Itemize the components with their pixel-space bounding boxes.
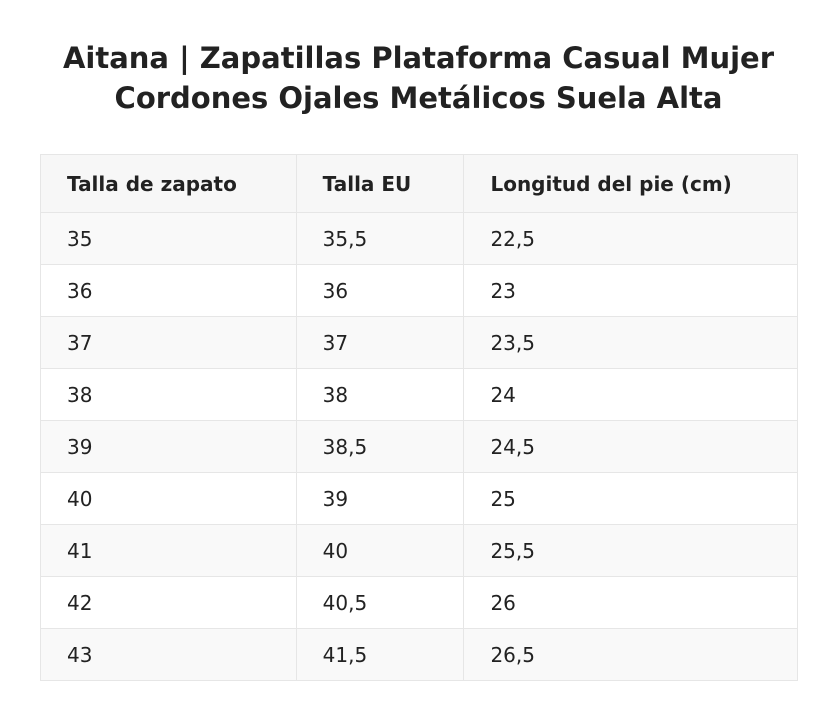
cell-eu-size: 35,5: [295, 212, 465, 265]
table-row: 43 41,5 26,5: [40, 628, 798, 681]
cell-shoe-size: 39: [40, 420, 297, 473]
cell-eu-size: 38,5: [295, 420, 465, 473]
cell-shoe-size: 38: [40, 368, 297, 421]
table-row: 42 40,5 26: [40, 576, 798, 629]
page-title: Aitana | Zapatillas Plataforma Casual Mu…: [0, 38, 837, 118]
cell-shoe-size: 37: [40, 316, 297, 369]
table-row: 40 39 25: [40, 472, 798, 525]
cell-foot-length: 24: [463, 368, 798, 421]
header-eu-size: Talla EU: [295, 154, 465, 213]
cell-eu-size: 36: [295, 264, 465, 317]
cell-foot-length: 23: [463, 264, 798, 317]
header-foot-length: Longitud del pie (cm): [463, 154, 798, 213]
header-shoe-size: Talla de zapato: [40, 154, 297, 213]
cell-foot-length: 25: [463, 472, 798, 525]
cell-eu-size: 39: [295, 472, 465, 525]
title-line-2: Cordones Ojales Metálicos Suela Alta: [114, 81, 723, 115]
cell-eu-size: 37: [295, 316, 465, 369]
cell-shoe-size: 40: [40, 472, 297, 525]
cell-eu-size: 40,5: [295, 576, 465, 629]
cell-shoe-size: 36: [40, 264, 297, 317]
table-row: 39 38,5 24,5: [40, 420, 798, 473]
cell-foot-length: 24,5: [463, 420, 798, 473]
table-row: 38 38 24: [40, 368, 798, 421]
cell-foot-length: 26,5: [463, 628, 798, 681]
title-line-1: Aitana | Zapatillas Plataforma Casual Mu…: [62, 41, 775, 75]
size-chart-table: Talla de zapato Talla EU Longitud del pi…: [40, 154, 798, 681]
table-row: 41 40 25,5: [40, 524, 798, 577]
cell-shoe-size: 42: [40, 576, 297, 629]
cell-foot-length: 25,5: [463, 524, 798, 577]
cell-shoe-size: 35: [40, 212, 297, 265]
table-row: 36 36 23: [40, 264, 798, 317]
cell-shoe-size: 43: [40, 628, 297, 681]
cell-foot-length: 26: [463, 576, 798, 629]
cell-eu-size: 41,5: [295, 628, 465, 681]
table-row: 35 35,5 22,5: [40, 212, 798, 265]
cell-eu-size: 38: [295, 368, 465, 421]
table-row: 37 37 23,5: [40, 316, 798, 369]
cell-eu-size: 40: [295, 524, 465, 577]
table-header-row: Talla de zapato Talla EU Longitud del pi…: [40, 154, 798, 213]
cell-foot-length: 22,5: [463, 212, 798, 265]
cell-foot-length: 23,5: [463, 316, 798, 369]
cell-shoe-size: 41: [40, 524, 297, 577]
